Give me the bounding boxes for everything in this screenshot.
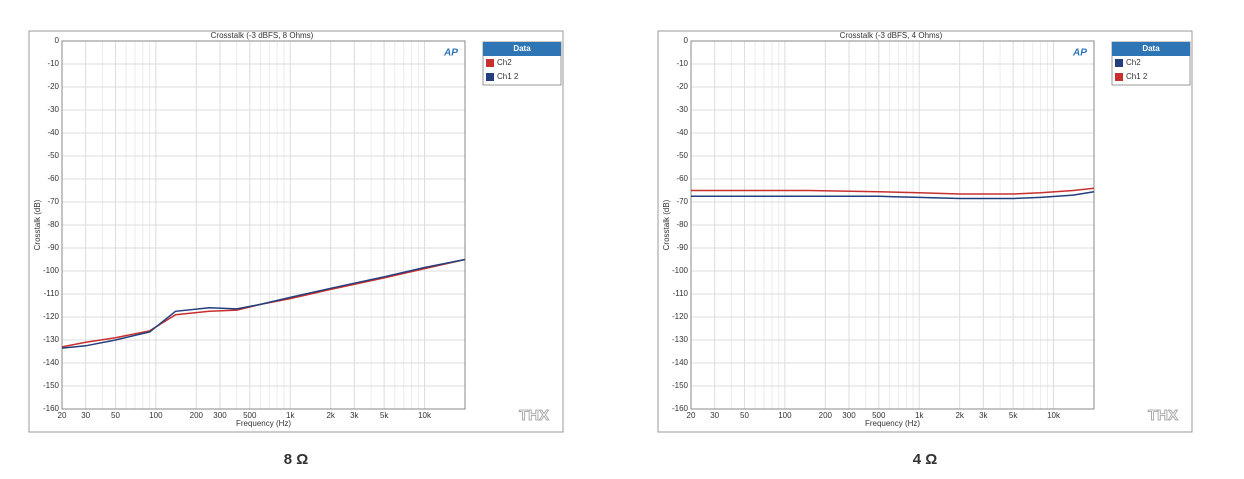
y-tick-label: -40	[676, 128, 688, 137]
legend-swatch	[486, 59, 494, 67]
y-tick-label: 0	[55, 36, 60, 45]
chart-title: Crosstalk (-3 dBFS, 8 Ohms)	[211, 31, 314, 40]
y-tick-label: -60	[676, 174, 688, 183]
y-tick-label: -50	[47, 151, 59, 160]
x-axis-label: Frequency (Hz)	[236, 419, 291, 428]
x-tick-label: 10k	[1047, 411, 1061, 420]
x-tick-label: 1k	[286, 411, 295, 420]
legend-header	[483, 42, 561, 56]
y-tick-label: -10	[676, 59, 688, 68]
y-tick-label: -40	[47, 128, 59, 137]
x-tick-label: 2k	[955, 411, 964, 420]
legend-label: Ch2	[497, 58, 512, 67]
y-tick-label: -10	[47, 59, 59, 68]
y-tick-label: -70	[47, 197, 59, 206]
x-tick-label: 5k	[380, 411, 389, 420]
x-tick-label: 50	[740, 411, 749, 420]
legend-swatch	[1115, 73, 1123, 81]
y-tick-label: -150	[43, 381, 60, 390]
x-tick-label: 1k	[915, 411, 924, 420]
y-tick-label: -110	[44, 289, 60, 298]
y-tick-label: -20	[47, 82, 59, 91]
caption: 4 Ω	[913, 451, 938, 468]
x-tick-label: 30	[81, 411, 90, 420]
legend-swatch	[1115, 59, 1123, 67]
logo-thx: THX	[519, 407, 549, 424]
x-tick-label: 200	[819, 411, 833, 420]
legend-title: Data	[1142, 44, 1160, 53]
plot-border	[690, 40, 1095, 410]
chart-title: Crosstalk (-3 dBFS, 4 Ohms)	[840, 31, 943, 40]
caption: 8 Ω	[284, 451, 309, 468]
x-tick-label: 2k	[326, 411, 335, 420]
legend-swatch	[486, 73, 494, 81]
y-tick-label: -110	[673, 289, 689, 298]
y-tick-label: -20	[676, 82, 688, 91]
y-tick-label: -140	[43, 358, 60, 367]
y-tick-label: 0	[684, 36, 689, 45]
y-tick-label: -90	[676, 243, 688, 252]
x-tick-label: 10k	[418, 411, 432, 420]
y-tick-label: -80	[47, 220, 59, 229]
logo-ap: AP	[1072, 48, 1087, 59]
y-tick-label: -150	[672, 381, 689, 390]
logo-ap: AP	[443, 48, 458, 59]
x-tick-label: 3k	[979, 411, 988, 420]
x-tick-label: 50	[111, 411, 120, 420]
x-tick-label: 500	[243, 411, 257, 420]
x-tick-label: 200	[190, 411, 204, 420]
y-tick-label: -30	[47, 105, 59, 114]
y-tick-label: -160	[672, 404, 689, 413]
y-axis-label: Crosstalk (dB)	[33, 199, 42, 250]
x-axis-label: Frequency (Hz)	[865, 419, 920, 428]
y-tick-label: -50	[676, 151, 688, 160]
series-line	[61, 258, 466, 348]
x-tick-label: 20	[58, 411, 67, 420]
series-line	[691, 187, 1095, 195]
series-line	[691, 190, 1095, 200]
x-tick-label: 3k	[350, 411, 359, 420]
y-tick-label: -80	[676, 220, 688, 229]
x-tick-label: 100	[149, 411, 163, 420]
y-tick-label: -30	[676, 105, 688, 114]
series-line	[61, 258, 466, 349]
y-tick-label: -100	[672, 266, 689, 275]
y-tick-label: -160	[43, 404, 60, 413]
y-tick-label: -130	[672, 335, 689, 344]
y-tick-label: -90	[47, 243, 59, 252]
x-tick-label: 30	[710, 411, 719, 420]
y-tick-label: -100	[43, 266, 60, 275]
y-tick-label: -120	[43, 312, 60, 321]
legend-label: Ch1 2	[497, 72, 519, 81]
y-tick-label: -60	[47, 174, 59, 183]
y-axis-label: Crosstalk (dB)	[662, 199, 671, 250]
x-tick-label: 20	[687, 411, 696, 420]
legend-title: Data	[513, 44, 531, 53]
x-tick-label: 5k	[1009, 411, 1018, 420]
y-tick-label: -130	[43, 335, 60, 344]
legend-header	[1112, 42, 1190, 56]
x-tick-label: 300	[213, 411, 227, 420]
x-tick-label: 500	[872, 411, 886, 420]
legend-label: Ch1 2	[1126, 72, 1148, 81]
y-tick-label: -140	[672, 358, 689, 367]
logo-thx: THX	[1148, 407, 1178, 424]
plot-border	[61, 40, 466, 410]
y-tick-label: -120	[672, 312, 689, 321]
y-tick-label: -70	[676, 197, 688, 206]
x-tick-label: 300	[842, 411, 856, 420]
x-tick-label: 100	[778, 411, 792, 420]
legend-label: Ch2	[1126, 58, 1141, 67]
